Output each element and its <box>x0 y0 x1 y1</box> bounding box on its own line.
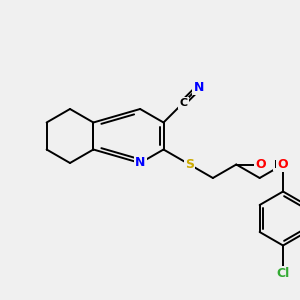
Text: N: N <box>135 157 145 169</box>
Text: H: H <box>274 160 283 170</box>
Text: O: O <box>255 158 266 171</box>
Text: N: N <box>194 81 204 94</box>
Text: Cl: Cl <box>276 267 290 280</box>
Text: C: C <box>179 98 188 108</box>
Text: S: S <box>185 158 194 171</box>
Text: O: O <box>278 158 288 171</box>
